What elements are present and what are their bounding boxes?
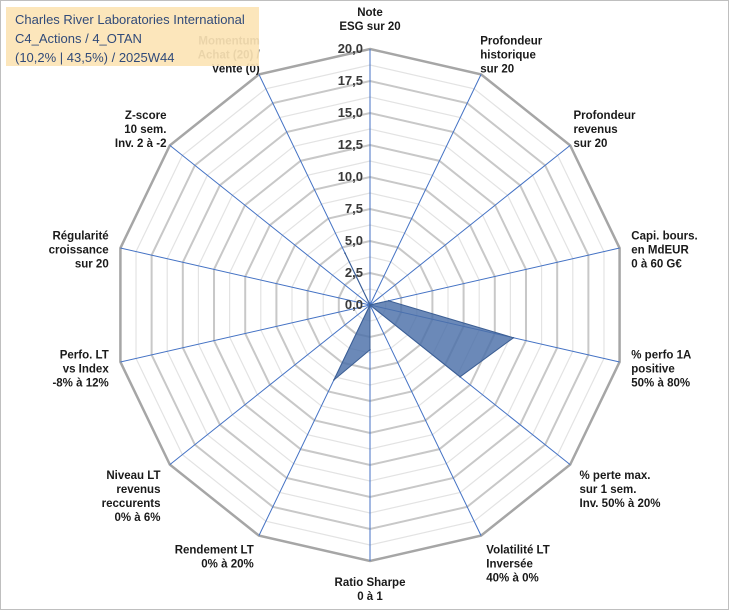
axis-label: Niveau LT revenus reccurents 0% à 6% — [102, 470, 161, 524]
data-point — [344, 252, 346, 254]
axis-spoke — [169, 144, 371, 306]
axis-label: Z-score 10 sem. Inv. 2 à -2 — [115, 110, 167, 150]
data-point — [512, 336, 515, 339]
axis-spoke — [369, 74, 482, 306]
chart-subtitle-stats: (10,2% | 43,5%) / 2025W44 — [15, 50, 175, 65]
tick-label: 17,5 — [338, 73, 363, 88]
tick-layer: 0,0 2,5 5,0 7,5 10,0 12,5 15,0 17,5 20,0 — [338, 41, 363, 312]
axis-label-layer: Note ESG sur 20 Profondeur historique sur 20… — [49, 7, 698, 603]
chart-subtitle-category: C4_Actions / 4_OTAN — [15, 31, 142, 46]
tick-label: 10,0 — [338, 169, 363, 184]
data-point — [369, 349, 371, 351]
axis-label: Régularité croissance sur 20 — [49, 230, 109, 270]
chart-title: Charles River Laboratories International — [15, 12, 245, 27]
data-point — [369, 304, 371, 306]
axis-label: Capi. bours. en MdEUR 0 à 60 G€ — [631, 230, 697, 270]
axis-spoke — [369, 247, 620, 306]
axis-spoke — [369, 304, 482, 536]
data-layer — [333, 252, 515, 381]
axis-label: Profondeur historique sur 20 — [480, 36, 542, 76]
axis-spoke — [120, 247, 371, 306]
axis-label: Ratio Sharpe 0 à 1 — [335, 577, 406, 603]
axis-spoke — [169, 304, 371, 466]
axis-spoke — [369, 144, 571, 306]
axis-label: Volatilité LT Inversée 40% à 0% — [486, 544, 549, 584]
data-point — [333, 379, 335, 381]
chart-title-box: Charles River Laboratories International… — [6, 7, 259, 66]
series-area — [333, 252, 515, 381]
axis-label: Rendement LT 0% à 20% — [175, 544, 254, 570]
tick-label: 20,0 — [338, 41, 363, 56]
grid-layer — [119, 47, 621, 563]
tick-label: 7,5 — [345, 201, 363, 216]
axis-label: % perte max. sur 1 sem. Inv. 50% à 20% — [580, 470, 661, 510]
axis-label: Perfo. LT vs Index -8% à 12% — [52, 350, 109, 390]
data-point — [459, 376, 461, 378]
tick-label: 15,0 — [338, 105, 363, 120]
tick-label: 12,5 — [338, 137, 363, 152]
axis-spoke — [120, 304, 371, 363]
axis-label: Profondeur revenus sur 20 — [574, 110, 636, 150]
axis-label: % perfo 1A positive 50% à 80% — [631, 350, 691, 390]
tick-label: 2,5 — [345, 265, 363, 280]
tick-label: 0,0 — [345, 297, 363, 312]
tick-label: 5,0 — [345, 233, 363, 248]
data-point — [387, 299, 390, 302]
axis-label: Note ESG sur 20 — [339, 7, 400, 33]
